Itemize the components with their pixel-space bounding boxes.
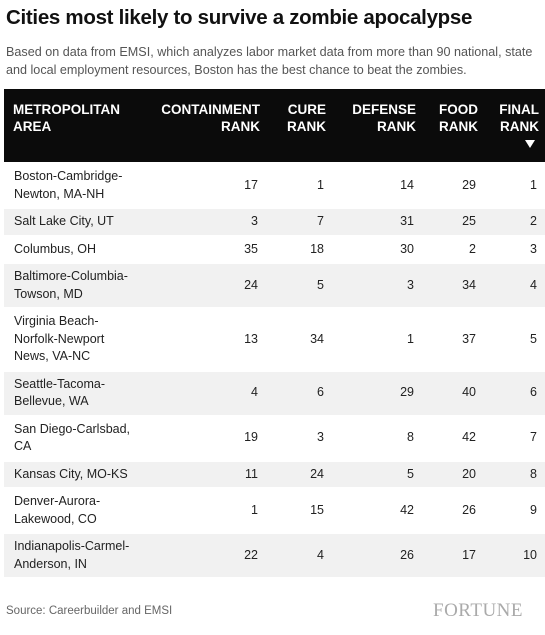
column-header: CONTAINMENT RANK bbox=[141, 89, 266, 162]
rank-cell: 5 bbox=[266, 264, 332, 307]
rank-cell: 4 bbox=[141, 371, 266, 415]
metro-cell: San Diego-Carlsbad, CA bbox=[4, 416, 141, 460]
column-header: FINAL RANK bbox=[484, 89, 545, 162]
rank-cell: 37 bbox=[422, 309, 484, 370]
rank-cell: 29 bbox=[422, 164, 484, 207]
rank-cell: 31 bbox=[332, 209, 422, 235]
rank-cell: 1 bbox=[266, 164, 332, 207]
metro-cell: Indianapolis-Carmel-Anderson, IN bbox=[4, 534, 141, 577]
table-row: San Diego-Carlsbad, CA 19 3 8 42 7 bbox=[4, 416, 545, 460]
table-row: Indianapolis-Carmel-Anderson, IN 22 4 26 17 1… bbox=[4, 534, 545, 577]
rank-cell: 26 bbox=[332, 534, 422, 577]
rank-cell: 3 bbox=[332, 264, 422, 307]
rank-cell: 1 bbox=[484, 164, 545, 207]
rank-cell: 40 bbox=[422, 371, 484, 415]
rank-cell: 19 bbox=[141, 416, 266, 460]
source: Source: Careerbuilder and EMSI bbox=[6, 605, 173, 617]
rank-cell: 18 bbox=[266, 236, 332, 262]
rank-cell: 14 bbox=[332, 164, 422, 207]
metro-cell: Baltimore-Columbia-Towson, MD bbox=[4, 264, 141, 307]
sort-indicator bbox=[525, 140, 535, 148]
metro-cell: Seattle-Tacoma-Bellevue, WA bbox=[4, 371, 141, 415]
column-header-text: CONTAINMENT RANK bbox=[161, 102, 260, 134]
table-row: Kansas City, MO-KS 11 24 5 20 8 bbox=[4, 461, 545, 487]
rank-cell: 4 bbox=[266, 534, 332, 577]
column-header-text: DEFENSE RANK bbox=[352, 102, 416, 134]
table-row: Columbus, OH 35 18 30 2 3 bbox=[4, 236, 545, 262]
metro-cell: Boston-Cambridge-Newton, MA-NH bbox=[4, 164, 141, 207]
rank-cell: 35 bbox=[141, 236, 266, 262]
rank-cell: 22 bbox=[141, 534, 266, 577]
column-header: METROPOLITAN AREA bbox=[4, 89, 141, 162]
metro-cell: Kansas City, MO-KS bbox=[4, 461, 141, 487]
rank-cell: 4 bbox=[484, 264, 545, 307]
rank-cell: 9 bbox=[484, 489, 545, 532]
metro-cell: Virginia Beach-Norfolk-Newport News, VA-… bbox=[4, 309, 141, 370]
rank-cell: 17 bbox=[422, 534, 484, 577]
rank-cell: 24 bbox=[266, 461, 332, 487]
rank-cell: 26 bbox=[422, 489, 484, 532]
rank-cell: 2 bbox=[484, 209, 545, 235]
rank-cell: 24 bbox=[141, 264, 266, 307]
table-row: Denver-Aurora-Lakewood, CO 1 15 42 26 9 bbox=[4, 489, 545, 532]
table-row: Baltimore-Columbia-Towson, MD 24 5 3 34 4 bbox=[4, 264, 545, 307]
rank-cell: 42 bbox=[422, 416, 484, 460]
table-row: Boston-Cambridge-Newton, MA-NH 17 1 14 29 1 bbox=[4, 164, 545, 207]
column-header-text: FOOD RANK bbox=[439, 102, 478, 134]
rank-cell: 3 bbox=[484, 236, 545, 262]
rank-cell: 30 bbox=[332, 236, 422, 262]
table-row: Virginia Beach-Norfolk-Newport News, VA-… bbox=[4, 309, 545, 370]
subtitle: Based on data from EMSI, which analyzes … bbox=[6, 45, 533, 77]
rank-cell: 20 bbox=[422, 461, 484, 487]
rank-cell: 25 bbox=[422, 209, 484, 235]
rank-cell: 7 bbox=[484, 416, 545, 460]
rank-cell: 29 bbox=[332, 371, 422, 415]
rank-cell: 2 bbox=[422, 236, 484, 262]
header-row: METROPOLITAN AREA CONTAINMENT RANK CURE RA… bbox=[4, 89, 545, 162]
table-row: Salt Lake City, UT 3 7 31 25 2 bbox=[4, 209, 545, 235]
rank-cell: 7 bbox=[266, 209, 332, 235]
column-header: DEFENSE RANK bbox=[332, 89, 422, 162]
rank-cell: 3 bbox=[266, 416, 332, 460]
table-body: Boston-Cambridge-Newton, MA-NH 17 1 14 29 1 Sa… bbox=[4, 164, 545, 577]
brand: FORTUNE bbox=[433, 600, 523, 621]
table-header: METROPOLITAN AREA CONTAINMENT RANK CURE RA… bbox=[4, 89, 545, 162]
column-header-text: METROPOLITAN AREA bbox=[13, 102, 120, 134]
metro-cell: Columbus, OH bbox=[4, 236, 141, 262]
ranking-table: METROPOLITAN AREA CONTAINMENT RANK CURE RA… bbox=[4, 87, 545, 579]
rank-cell: 6 bbox=[484, 371, 545, 415]
rank-cell: 5 bbox=[484, 309, 545, 370]
metro-cell: Salt Lake City, UT bbox=[4, 209, 141, 235]
table-row: Seattle-Tacoma-Bellevue, WA 4 6 29 40 6 bbox=[4, 371, 545, 415]
rank-cell: 13 bbox=[141, 309, 266, 370]
column-header-text: FINAL RANK bbox=[499, 102, 539, 134]
rank-cell: 3 bbox=[141, 209, 266, 235]
rank-cell: 5 bbox=[332, 461, 422, 487]
column-header-text: CURE RANK bbox=[287, 102, 326, 134]
rank-cell: 1 bbox=[141, 489, 266, 532]
rank-cell: 17 bbox=[141, 164, 266, 207]
metro-cell: Denver-Aurora-Lakewood, CO bbox=[4, 489, 141, 532]
rank-cell: 10 bbox=[484, 534, 545, 577]
column-header: FOOD RANK bbox=[422, 89, 484, 162]
rank-cell: 8 bbox=[332, 416, 422, 460]
rank-cell: 15 bbox=[266, 489, 332, 532]
rank-cell: 34 bbox=[266, 309, 332, 370]
rank-cell: 6 bbox=[266, 371, 332, 415]
rank-cell: 42 bbox=[332, 489, 422, 532]
title: Cities most likely to survive a zombie a… bbox=[6, 6, 473, 29]
rank-cell: 11 bbox=[141, 461, 266, 487]
column-header: CURE RANK bbox=[266, 89, 332, 162]
rank-cell: 34 bbox=[422, 264, 484, 307]
rank-cell: 1 bbox=[332, 309, 422, 370]
rank-cell: 8 bbox=[484, 461, 545, 487]
